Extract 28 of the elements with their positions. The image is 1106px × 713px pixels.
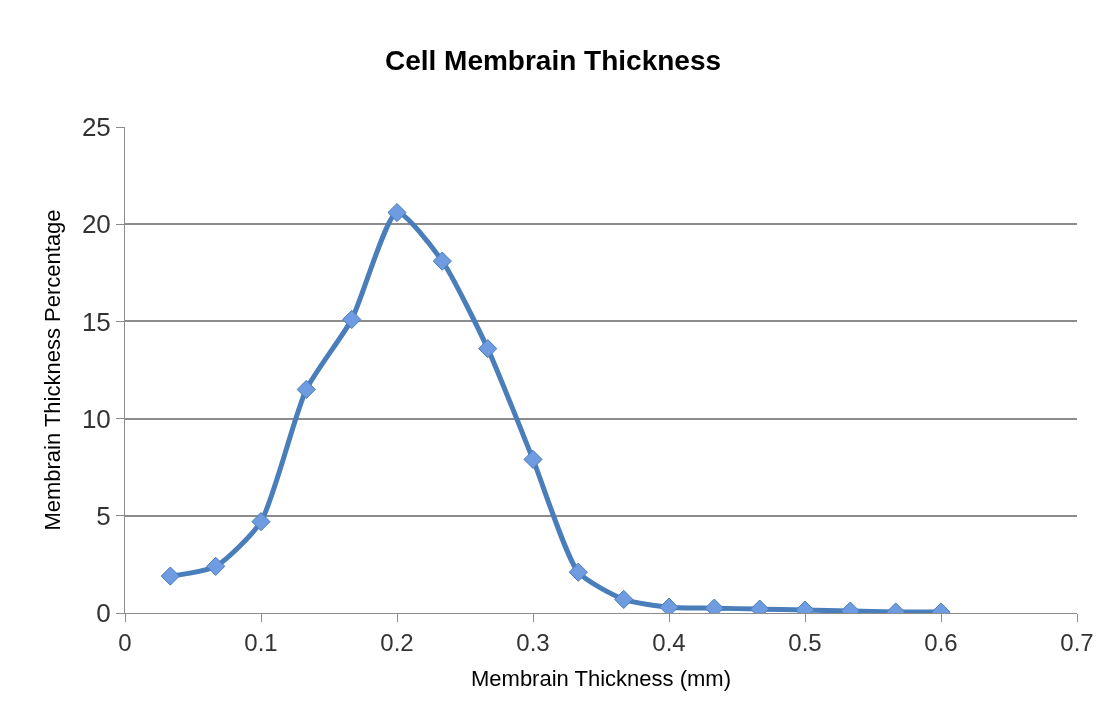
x-tick-label: 0 bbox=[118, 628, 132, 656]
point bbox=[206, 556, 226, 576]
x-tick-label: 0.5 bbox=[788, 628, 822, 656]
point bbox=[387, 202, 407, 223]
x-axis-title: Membrain Thickness (mm) bbox=[471, 665, 731, 691]
x-tick-label: 0.3 bbox=[516, 628, 550, 656]
point bbox=[523, 449, 543, 470]
point bbox=[478, 339, 498, 359]
point bbox=[432, 251, 452, 271]
point bbox=[160, 566, 180, 586]
x-tick-label: 0.7 bbox=[1060, 628, 1094, 656]
x-tick-label: 0.2 bbox=[380, 628, 414, 656]
x-tick-label: 0.1 bbox=[244, 628, 278, 656]
point bbox=[342, 309, 362, 330]
y-tick-label: 25 bbox=[81, 112, 111, 143]
x-tick-label: 0.4 bbox=[652, 628, 686, 656]
y-tick-label: 20 bbox=[81, 209, 111, 240]
y-tick-label: 10 bbox=[81, 403, 111, 434]
point bbox=[296, 379, 316, 400]
x-tick-label: 0.6 bbox=[924, 628, 958, 656]
point bbox=[568, 562, 588, 582]
y-tick-label: 15 bbox=[81, 306, 111, 337]
y-tick-label: 0 bbox=[96, 598, 111, 629]
y-axis-title: Membrain Thickness Percentage bbox=[39, 209, 65, 531]
chart-title: Cell Membrain Thickness bbox=[384, 44, 722, 76]
point bbox=[614, 589, 634, 609]
point bbox=[251, 512, 271, 532]
y-tick-label: 5 bbox=[96, 500, 111, 531]
